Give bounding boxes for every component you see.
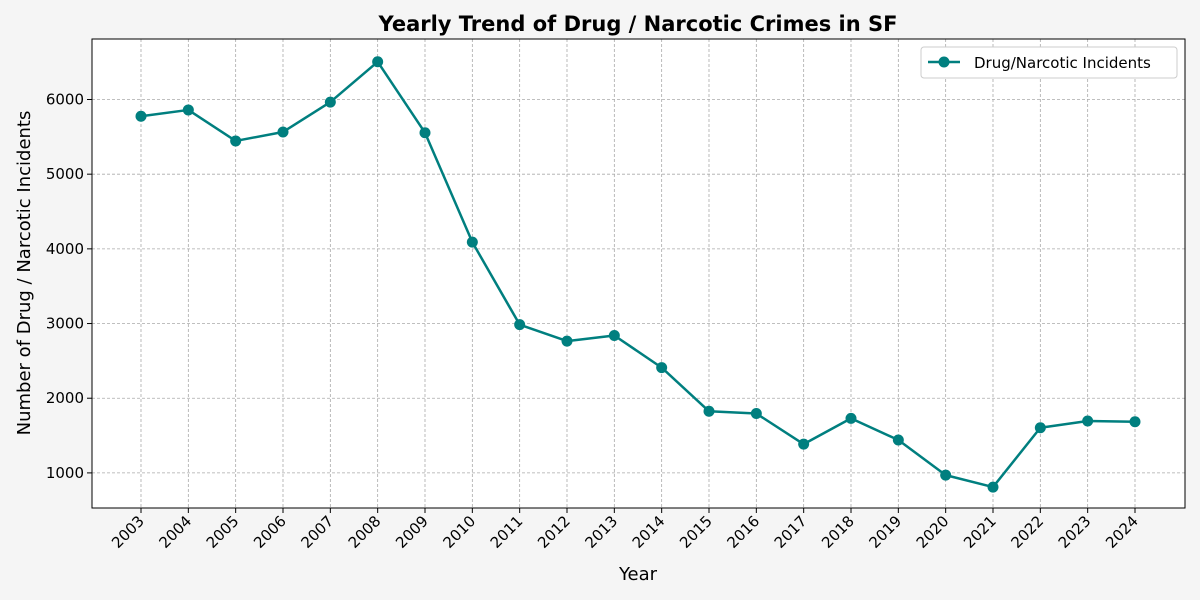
data-point <box>277 126 289 138</box>
legend-label: Drug/Narcotic Incidents <box>974 54 1151 72</box>
data-point <box>1129 416 1141 428</box>
data-point <box>466 236 478 248</box>
x-axis-label: Year <box>618 564 658 585</box>
series-layer <box>135 56 1141 493</box>
data-point <box>703 405 715 417</box>
data-point <box>514 319 526 331</box>
data-point <box>750 408 762 420</box>
data-point <box>940 469 952 481</box>
data-point <box>1082 415 1094 427</box>
y-tick-label: 1000 <box>46 464 84 482</box>
data-point <box>608 329 620 341</box>
data-point <box>135 110 147 122</box>
data-point <box>656 362 668 374</box>
data-point <box>798 438 810 450</box>
data-point <box>182 104 194 116</box>
legend-box <box>920 46 1178 79</box>
y-tick-label: 2000 <box>46 389 84 407</box>
data-point <box>230 135 242 147</box>
data-point <box>419 127 431 139</box>
y-tick-label: 6000 <box>46 90 84 108</box>
data-point <box>845 412 857 424</box>
series-line <box>140 60 1136 489</box>
data-point <box>987 481 999 493</box>
y-axis-label: Number of Drug / Narcotic Incidents <box>14 111 35 436</box>
data-point <box>324 96 336 108</box>
data-point <box>561 335 573 347</box>
y-tick-label: 3000 <box>46 315 84 333</box>
legend: Drug/Narcotic Incidents <box>920 46 1178 79</box>
data-point <box>372 56 384 68</box>
y-tick-label: 4000 <box>46 240 84 258</box>
y-tick-label: 5000 <box>46 165 84 183</box>
y-axis: 1000 2000 3000 4000 5000 6000 <box>46 90 92 482</box>
chart-title: Yearly Trend of Drug / Narcotic Crimes i… <box>378 12 898 36</box>
data-point <box>892 434 904 446</box>
legend-marker <box>938 56 950 68</box>
data-point <box>1034 422 1046 434</box>
plot-frame <box>91 38 1186 509</box>
plot-area <box>92 39 1185 508</box>
